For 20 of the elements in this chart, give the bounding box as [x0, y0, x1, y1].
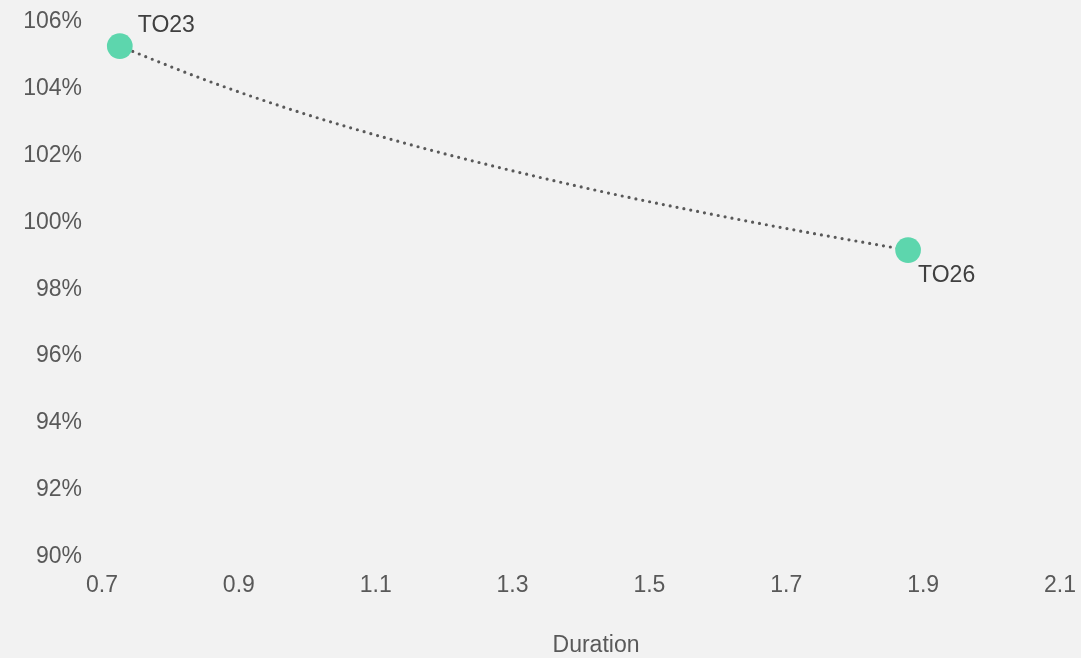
y-tick-label: 104% — [23, 73, 82, 100]
y-tick-label: 98% — [35, 274, 82, 301]
annotation: TO23 — [137, 11, 195, 38]
y-tick-label: 100% — [23, 207, 82, 234]
x-tick-label: 0.7 — [86, 571, 118, 597]
x-tick-label: 1.7 — [770, 571, 803, 597]
annotation: TO26 — [918, 261, 976, 288]
x-tick-label: 1.9 — [907, 571, 940, 597]
y-tick-label: 96% — [35, 341, 82, 368]
x-tick-label: 1.5 — [633, 571, 666, 597]
x-tick-label: 1.1 — [359, 571, 392, 597]
y-tick-label: 102% — [23, 140, 82, 167]
x-tick-label: 1.3 — [496, 571, 529, 597]
x-tick-label: 0.9 — [222, 571, 255, 597]
x-tick-label: 2.1 — [1044, 571, 1076, 597]
y-tick-label: 94% — [35, 408, 82, 435]
y-tick-label: 106% — [23, 7, 82, 34]
y-tick-label: 90% — [35, 542, 82, 569]
x-axis-title: Duration — [552, 631, 640, 657]
y-tick-label: 92% — [35, 475, 82, 502]
